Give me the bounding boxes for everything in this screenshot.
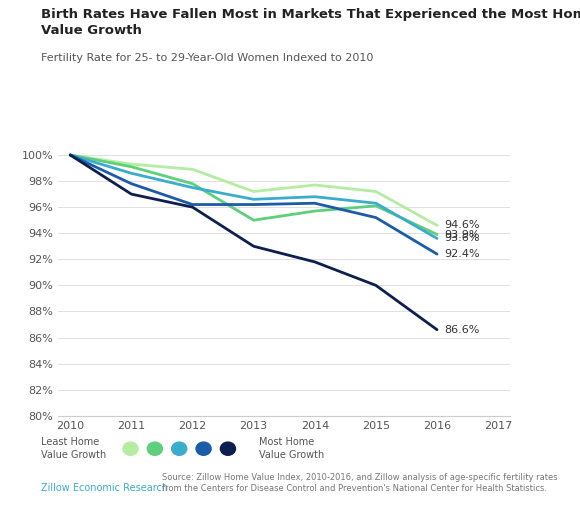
Text: Birth Rates Have Fallen Most in Markets That Experienced the Most Home
Value Gro: Birth Rates Have Fallen Most in Markets … — [41, 8, 580, 37]
Text: Most Home
Value Growth: Most Home Value Growth — [259, 438, 325, 460]
Text: Least Home
Value Growth: Least Home Value Growth — [41, 438, 106, 460]
Text: 94.6%: 94.6% — [444, 221, 480, 230]
Text: 92.4%: 92.4% — [444, 249, 480, 259]
Text: Zillow Economic Research: Zillow Economic Research — [41, 483, 168, 493]
Text: Fertility Rate for 25- to 29-Year-Old Women Indexed to 2010: Fertility Rate for 25- to 29-Year-Old Wo… — [41, 53, 373, 63]
Text: Source: Zillow Home Value Index, 2010-2016, and Zillow analysis of age-specific : Source: Zillow Home Value Index, 2010-20… — [162, 473, 558, 493]
Text: 93.6%: 93.6% — [444, 233, 480, 243]
Text: 86.6%: 86.6% — [444, 324, 480, 335]
Text: 93.9%: 93.9% — [444, 230, 480, 239]
